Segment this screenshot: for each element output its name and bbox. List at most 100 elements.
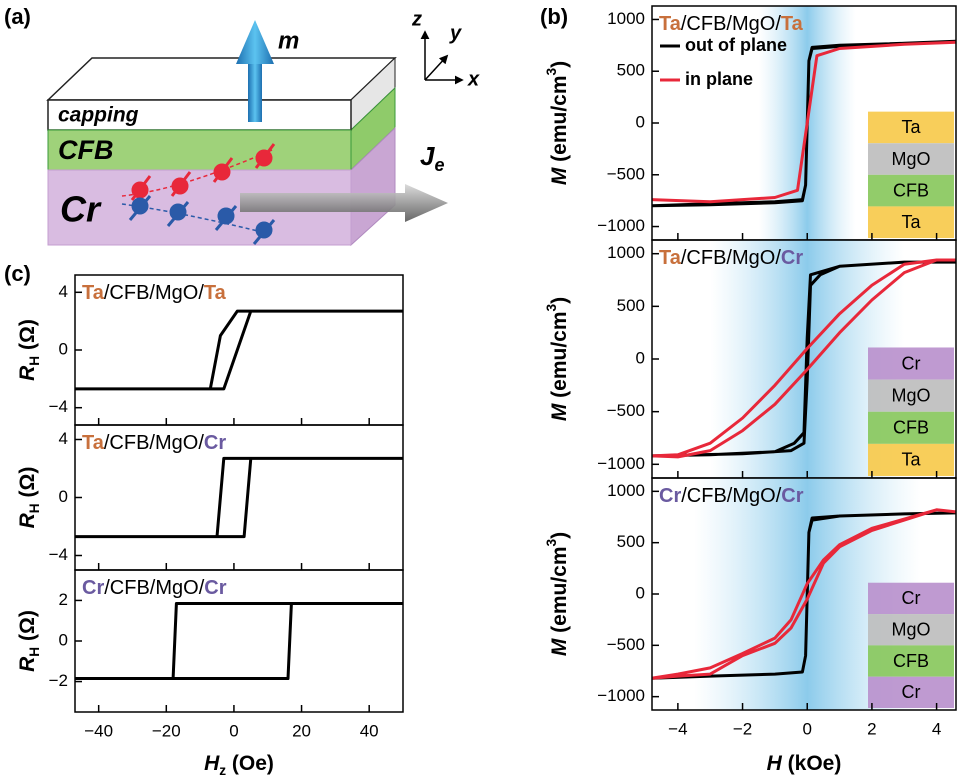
text-part: (Ω) bbox=[16, 467, 39, 504]
text-part: Ta bbox=[781, 13, 804, 35]
x-tick-label: −4 bbox=[668, 719, 687, 738]
text-part: M bbox=[548, 638, 571, 656]
stack-layer bbox=[868, 174, 954, 207]
text-part: z bbox=[219, 763, 226, 778]
text-part: Ta bbox=[659, 13, 682, 35]
stack-layer bbox=[868, 614, 954, 646]
x-tick-label: −40 bbox=[84, 721, 113, 740]
stack-label: CFB bbox=[893, 418, 929, 438]
legend-label: in plane bbox=[685, 69, 753, 89]
spin-arrow bbox=[252, 219, 276, 245]
text-part: R bbox=[16, 365, 39, 381]
text-part: R bbox=[16, 512, 39, 528]
x-axis-label: Hz (Oe) bbox=[204, 752, 274, 779]
axis-label: y bbox=[449, 22, 462, 44]
text-part: Cr bbox=[781, 485, 803, 507]
spin-arrow bbox=[212, 157, 234, 183]
series-group bbox=[75, 456, 403, 539]
y-tick-label: 0 bbox=[59, 487, 68, 506]
y-tick-label: 1000 bbox=[607, 481, 645, 500]
spin-up-group bbox=[130, 143, 276, 201]
stack-label: Ta bbox=[901, 450, 921, 470]
y-tick-label: −1000 bbox=[597, 216, 645, 235]
stack-label: Ta bbox=[901, 212, 921, 232]
text-part: /CFB/MgO/ bbox=[681, 13, 781, 35]
text-part: /CFB/MgO/ bbox=[104, 432, 204, 454]
text-part: ) bbox=[548, 532, 571, 539]
hysteresis-line bbox=[75, 456, 403, 539]
text-part: (Ω) bbox=[16, 319, 39, 356]
text-part: Cr bbox=[204, 432, 226, 454]
plot-title: Ta/CFB/MgO/Ta bbox=[82, 282, 227, 304]
stack-layer bbox=[868, 411, 954, 444]
plot-title: Ta/CFB/MgO/Cr bbox=[659, 247, 803, 269]
text-part: Ta bbox=[82, 282, 105, 304]
y-tick-label: −500 bbox=[607, 635, 645, 654]
stack-label: CFB bbox=[893, 180, 929, 200]
y-tick-label: 0 bbox=[636, 348, 645, 367]
plot-title: Ta/CFB/MgO/Cr bbox=[82, 432, 226, 454]
spin-arrow bbox=[166, 201, 190, 227]
text-part: R bbox=[16, 656, 39, 672]
stack-label: MgO bbox=[891, 619, 930, 639]
x-tick-label: 40 bbox=[360, 721, 379, 740]
hysteresis-line bbox=[652, 40, 956, 204]
cfb-layer bbox=[47, 129, 352, 171]
x-tick-label: 4 bbox=[932, 719, 941, 738]
panel-label: (c) bbox=[4, 261, 31, 286]
series-group bbox=[75, 602, 403, 680]
y-tick-label: 500 bbox=[617, 61, 645, 80]
text-part: (kOe) bbox=[782, 752, 842, 775]
m-arrow-shaft bbox=[248, 60, 262, 122]
text-part: /CFB/MgO/ bbox=[104, 282, 204, 304]
y-tick-label: 4 bbox=[59, 282, 68, 301]
text-part: Cr bbox=[82, 577, 104, 599]
axis-label: x bbox=[467, 68, 480, 90]
y-axis-label: M (emu/cm3) bbox=[544, 532, 570, 656]
y-tick-label: −4 bbox=[49, 545, 68, 564]
x-tick-label: −20 bbox=[152, 721, 181, 740]
y-tick-label: −500 bbox=[607, 401, 645, 420]
x-tick-label: 0 bbox=[802, 719, 811, 738]
text-part: Cr bbox=[781, 247, 803, 269]
layer-label: Cr bbox=[60, 189, 102, 230]
spin-arrow bbox=[130, 175, 152, 201]
spin-arrow bbox=[170, 171, 192, 197]
y-tick-label: 500 bbox=[617, 532, 645, 551]
hysteresis-line bbox=[652, 260, 956, 458]
panel-label: (b) bbox=[540, 4, 568, 29]
text-part: H bbox=[27, 356, 42, 366]
text-part: H bbox=[27, 503, 42, 513]
spin-down-group bbox=[128, 195, 276, 245]
plot-frame bbox=[651, 477, 957, 711]
y-tick-label: 0 bbox=[59, 630, 68, 649]
current-label: Je bbox=[420, 141, 444, 175]
hysteresis-line bbox=[75, 309, 403, 391]
spin-arrow bbox=[254, 143, 276, 169]
series-group bbox=[652, 39, 956, 208]
y-tick-label: 500 bbox=[617, 296, 645, 315]
spin-arrow bbox=[214, 205, 238, 231]
series-group bbox=[75, 309, 403, 391]
text-part: /CFB/MgO/ bbox=[681, 485, 781, 507]
diagram: (a) m z y x capping CFB Cr Je bbox=[4, 4, 480, 247]
text-part: (emu/cm bbox=[548, 546, 571, 638]
text-part: Cr bbox=[204, 577, 226, 599]
stack-label: Cr bbox=[902, 353, 921, 373]
y-tick-label: 0 bbox=[636, 583, 645, 602]
text-part: ) bbox=[548, 297, 571, 304]
stack-layer bbox=[868, 645, 954, 677]
stack-layer bbox=[868, 582, 954, 615]
y-axis-label: RH (Ω) bbox=[16, 467, 43, 529]
x-axis-label: H (kOe) bbox=[767, 752, 842, 775]
text-part: (Ω) bbox=[16, 610, 39, 647]
text-part: 3 bbox=[544, 538, 559, 546]
series-group bbox=[652, 508, 956, 680]
y-tick-label: 1000 bbox=[607, 9, 645, 28]
hysteresis-line bbox=[652, 39, 956, 208]
y-tick-label: 2 bbox=[59, 590, 68, 609]
stack-layer bbox=[868, 443, 954, 476]
x-tick-label: 2 bbox=[867, 719, 876, 738]
plot-title: Ta/CFB/MgO/Ta bbox=[659, 13, 804, 35]
text-part: H bbox=[767, 752, 783, 775]
